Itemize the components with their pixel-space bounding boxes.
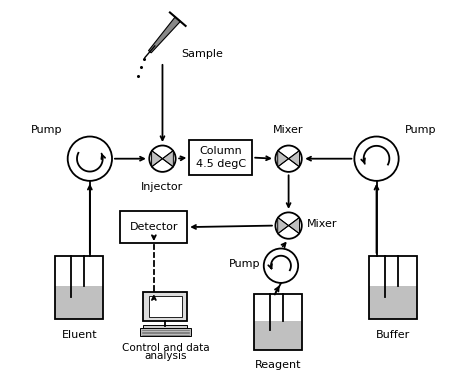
Text: 4.5 degC: 4.5 degC [196, 160, 246, 169]
Text: Detector: Detector [129, 222, 178, 232]
Polygon shape [148, 17, 181, 53]
Text: Mixer: Mixer [307, 219, 338, 229]
Text: Pump: Pump [404, 125, 436, 135]
Polygon shape [152, 151, 163, 167]
Text: Injector: Injector [141, 182, 183, 192]
Text: analysis: analysis [144, 351, 187, 361]
Polygon shape [278, 151, 289, 167]
FancyBboxPatch shape [143, 325, 187, 330]
Polygon shape [278, 217, 289, 234]
Polygon shape [163, 151, 173, 167]
Polygon shape [369, 286, 417, 319]
Text: Buffer: Buffer [375, 330, 410, 340]
FancyBboxPatch shape [143, 292, 187, 321]
Text: Pump: Pump [228, 259, 260, 269]
Text: Eluent: Eluent [62, 330, 97, 340]
Polygon shape [289, 151, 300, 167]
Text: Pump: Pump [30, 125, 62, 135]
Polygon shape [289, 217, 300, 234]
Text: Reagent: Reagent [255, 360, 301, 370]
Text: Sample: Sample [182, 49, 223, 58]
Text: Control and data: Control and data [121, 343, 209, 353]
Polygon shape [55, 286, 103, 319]
FancyBboxPatch shape [120, 211, 187, 243]
FancyBboxPatch shape [189, 140, 252, 175]
Text: Column: Column [200, 146, 242, 156]
FancyBboxPatch shape [140, 328, 191, 337]
FancyBboxPatch shape [149, 296, 182, 317]
Polygon shape [254, 321, 302, 350]
Text: Mixer: Mixer [273, 125, 304, 135]
